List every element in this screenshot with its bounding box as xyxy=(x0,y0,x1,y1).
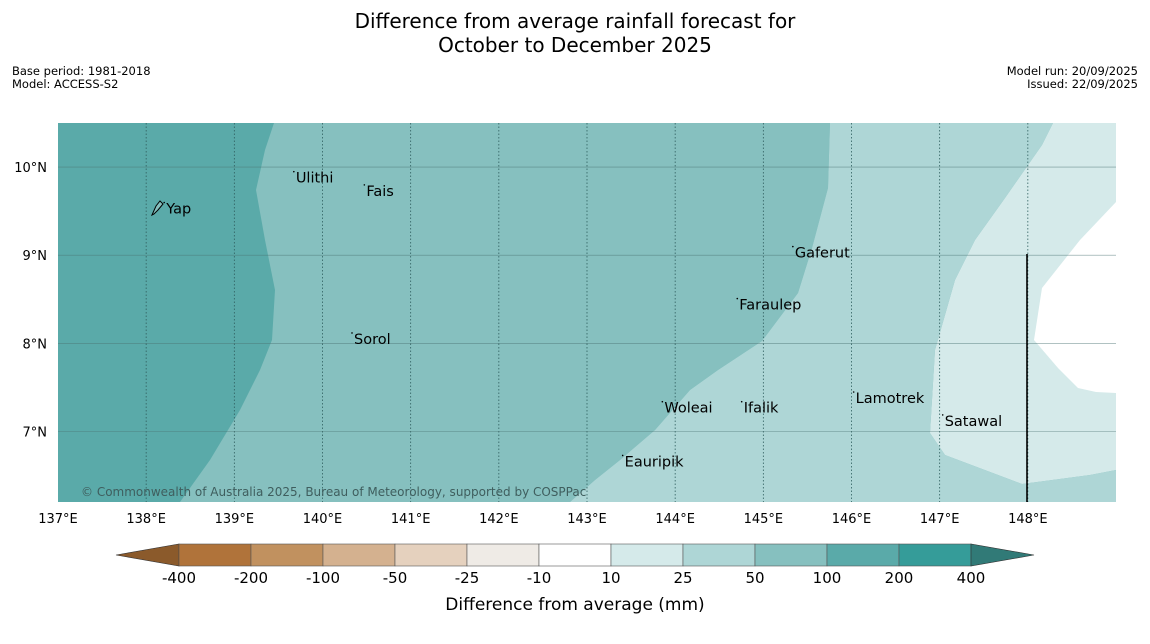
colorbar-label: 10 xyxy=(601,569,620,587)
place-dot xyxy=(736,297,739,300)
lon-tick-label: 138°E xyxy=(126,512,166,527)
lon-tick-label: 137°E xyxy=(38,512,78,527)
colorbar-label: -25 xyxy=(455,569,480,587)
place-label-sorol: Sorol xyxy=(354,332,391,348)
lat-tick-label: 10°N xyxy=(14,161,47,176)
colorbar-swatch xyxy=(178,543,252,567)
lon-tick-label: 143°E xyxy=(567,512,607,527)
base-period: Base period: 1981-2018 xyxy=(12,64,151,78)
colorbar-swatch xyxy=(538,543,612,567)
place-dot xyxy=(351,332,353,334)
colorbar-label: -50 xyxy=(383,569,408,587)
colorbar-swatch xyxy=(898,543,972,567)
axis-tick-labels: 137°E 138°E 139°E 140°E 141°E 142°E 143°E 144°E… xyxy=(14,161,1047,527)
colorbar-label: 100 xyxy=(813,569,842,587)
zone-lt10 xyxy=(1034,202,1116,393)
colorbar-swatch xyxy=(754,543,828,567)
colorbar-swatch xyxy=(682,543,756,567)
colorbar-title: Difference from average (mm) xyxy=(445,595,704,615)
lon-tick-label: 147°E xyxy=(920,512,960,527)
title-line-2: October to December 2025 xyxy=(438,33,712,57)
issued-date: Issued: 22/09/2025 xyxy=(1027,77,1138,91)
meta-left: Base period: 1981-2018 Model: ACCESS-S2 xyxy=(12,65,151,91)
place-dot xyxy=(621,454,624,457)
map-title: Difference from average rainfall forecas… xyxy=(0,9,1150,57)
colorbar: -400 -200 -100 -50 -25 -10 10 25 50 100 200 400 Diff… xyxy=(115,543,1035,615)
colorbar-label: -100 xyxy=(306,569,340,587)
lon-tick-label: 139°E xyxy=(215,512,255,527)
title-line-1: Difference from average rainfall forecas… xyxy=(354,9,796,33)
place-dot xyxy=(740,400,743,403)
place-dot xyxy=(363,184,366,186)
lon-tick-label: 145°E xyxy=(744,512,784,527)
colorbar-label: -400 xyxy=(162,569,196,587)
place-label-lamotrek: Lamotrek xyxy=(856,391,925,407)
place-dot xyxy=(941,414,944,416)
colorbar-low-extend xyxy=(115,543,180,567)
model-run: Model run: 20/09/2025 xyxy=(1006,64,1138,78)
colorbar-swatch xyxy=(394,543,468,567)
zone-25-50 xyxy=(930,123,1116,484)
place-label-fais: Fais xyxy=(366,184,393,200)
graticule xyxy=(58,123,1116,502)
place-label-eauripik: Eauripik xyxy=(625,454,684,470)
copyright-text: © Commonwealth of Australia 2025, Bureau… xyxy=(81,485,586,499)
colorbar-swatch xyxy=(250,543,324,567)
colorbar-label: 200 xyxy=(885,569,914,587)
lon-tick-label: 148°E xyxy=(1008,512,1048,527)
lat-tick-label: 7°N xyxy=(23,425,48,440)
lon-tick-label: 141°E xyxy=(391,512,431,527)
place-label-faraulep: Faraulep xyxy=(739,298,801,314)
place-label-woleai: Woleai xyxy=(664,401,712,417)
colorbar-label: 25 xyxy=(673,569,692,587)
lat-tick-label: 9°N xyxy=(23,249,48,264)
place-label-ifalik: Ifalik xyxy=(744,401,779,417)
colorbar-swatch xyxy=(610,543,684,567)
lon-tick-label: 142°E xyxy=(479,512,519,527)
model-name: Model: ACCESS-S2 xyxy=(12,77,119,91)
place-dot xyxy=(661,400,664,403)
meta-right: Model run: 20/09/2025 Issued: 22/09/2025 xyxy=(1007,65,1138,91)
colorbar-label: 400 xyxy=(957,569,986,587)
place-dot xyxy=(293,170,295,173)
place-label-ulithi: Ulithi xyxy=(296,171,334,187)
place-markers: Yap Ulithi Fais Gaferut Faraulep Sorol Lamotre… xyxy=(163,170,1002,470)
place-label-satawal: Satawal xyxy=(945,414,1002,430)
colorbar-swatch xyxy=(826,543,900,567)
place-dot xyxy=(792,245,794,248)
place-label-gaferut: Gaferut xyxy=(795,246,850,262)
zone-50-100 xyxy=(570,123,1116,502)
lon-tick-label: 146°E xyxy=(832,512,872,527)
lat-tick-label: 8°N xyxy=(23,337,48,352)
lon-tick-label: 140°E xyxy=(303,512,343,527)
place-label-yap: Yap xyxy=(165,201,191,217)
place-dot xyxy=(852,391,855,393)
place-dot xyxy=(163,201,166,204)
colorbar-swatch xyxy=(466,543,540,567)
colorbar-swatch xyxy=(322,543,396,567)
colorbar-label: -10 xyxy=(527,569,552,587)
forecast-shading: Yap Ulithi Fais Gaferut Faraulep Sorol Lamotre… xyxy=(58,123,1116,502)
zone-100-200-band xyxy=(180,123,830,502)
yap-island-shape xyxy=(150,200,164,217)
colorbar-high-extend xyxy=(970,543,1035,567)
colorbar-label: -200 xyxy=(234,569,268,587)
lon-tick-label: 144°E xyxy=(655,512,695,527)
colorbar-label: 50 xyxy=(745,569,764,587)
